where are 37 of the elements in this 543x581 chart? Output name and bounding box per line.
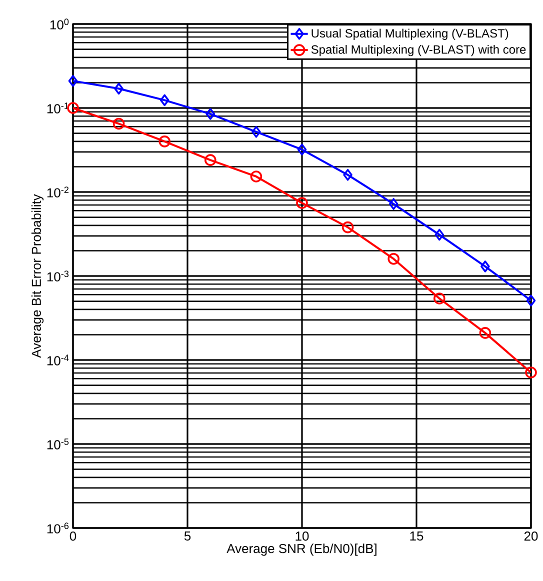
point: [525, 366, 537, 378]
point: [67, 102, 79, 114]
legend-label: Spatial Multiplexing (V-BLAST) with core: [311, 44, 526, 56]
y-tick-label: 10$^{-4}$: [47, 354, 69, 366]
point: [112, 118, 125, 130]
x-tick-label: 20: [524, 532, 538, 541]
point: [342, 221, 354, 234]
point: [343, 168, 352, 181]
point: [388, 252, 400, 265]
x-tick-label: 15: [410, 532, 424, 541]
point: [526, 294, 536, 306]
y-tick-label: 10$^{-5}$: [47, 438, 69, 450]
point: [388, 198, 398, 210]
legend-label: Usual Spatial Multiplexing (V-BLAST): [312, 28, 508, 40]
point: [297, 144, 307, 156]
point: [250, 170, 262, 182]
point: [433, 292, 446, 304]
point: [204, 154, 216, 166]
x-axis-title: Average SNR (Eb/N0)[dB]: [226, 544, 376, 556]
x-tick-label: 5: [184, 532, 191, 541]
point: [68, 75, 78, 87]
y-tick-label: 10$^{-6}$: [47, 522, 69, 534]
point: [206, 108, 216, 120]
y-tick-label: 10$^{-2}$: [47, 186, 68, 198]
point: [479, 327, 492, 339]
point: [480, 260, 490, 272]
point: [160, 94, 170, 106]
y-tick-label: 10$^{-3}$: [47, 270, 69, 282]
x-tick-label: 10: [296, 532, 309, 541]
y-tick-label: 10$^{0}$: [50, 18, 69, 30]
point: [434, 228, 444, 241]
point: [252, 126, 261, 138]
point: [296, 197, 308, 209]
x-tick-label: 0: [70, 532, 76, 541]
point: [158, 136, 170, 148]
y-axis-title: Average Bit Error Probability: [31, 194, 44, 358]
point: [114, 82, 124, 95]
